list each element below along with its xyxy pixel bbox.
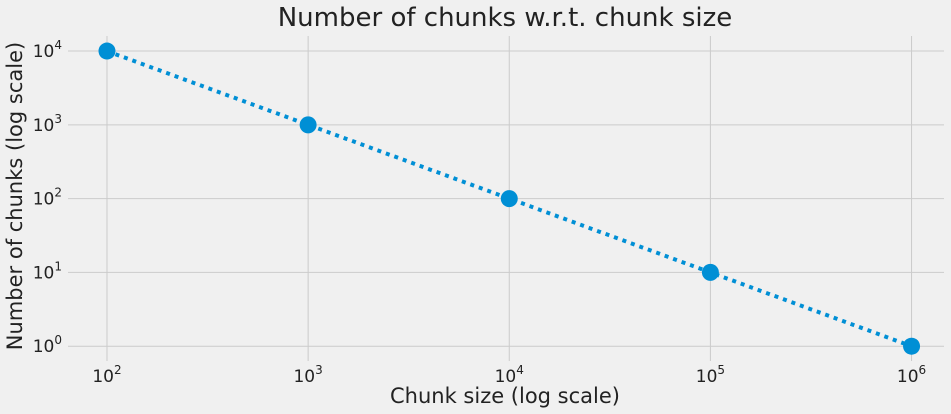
y-tick-base: 10 (33, 116, 55, 136)
x-tick-exponent: 2 (114, 363, 122, 377)
x-tick-base: 10 (92, 367, 114, 387)
x-tick-base: 10 (696, 367, 718, 387)
series-points-group (98, 42, 921, 355)
y-tick-exponent: 1 (54, 259, 62, 273)
x-tick-label: 103 (293, 363, 322, 387)
x-tick-base: 10 (897, 367, 919, 387)
y-tick-exponent: 2 (54, 186, 62, 200)
y-tick-base: 10 (33, 337, 55, 357)
x-tick-base: 10 (293, 367, 315, 387)
data-point (701, 263, 719, 281)
y-tick-label: 104 (33, 38, 62, 62)
x-tick-base: 10 (495, 367, 517, 387)
x-tick-exponent: 4 (516, 363, 524, 377)
x-tick-exponent: 6 (919, 363, 927, 377)
y-tick-label: 100 (33, 333, 62, 357)
x-axis-label: Chunk size (log scale) (390, 384, 620, 408)
y-tick-base: 10 (33, 42, 55, 62)
x-tick-label: 104 (495, 363, 524, 387)
series-line-group (106, 49, 913, 349)
y-tick-label: 101 (33, 259, 62, 283)
y-tick-exponent: 4 (54, 38, 62, 52)
x-tick-label: 105 (696, 363, 725, 387)
y-tick-base: 10 (33, 190, 55, 210)
data-point (98, 42, 116, 60)
data-point (903, 337, 921, 355)
y-tick-exponent: 3 (54, 112, 62, 126)
x-tick-label: 102 (92, 363, 121, 387)
series-line (106, 49, 913, 349)
y-axis-label: Number of chunks (log scale) (3, 42, 27, 350)
y-tick-exponent: 0 (54, 333, 62, 347)
data-point (500, 190, 518, 208)
x-tick-exponent: 3 (315, 363, 323, 377)
chart-title: Number of chunks w.r.t. chunk size (278, 3, 733, 33)
y-tick-label: 103 (33, 112, 62, 136)
y-tick-label: 102 (33, 186, 62, 210)
data-point (299, 116, 317, 134)
x-tick-exponent: 5 (717, 363, 725, 377)
y-tick-base: 10 (33, 263, 55, 283)
x-tick-label: 106 (897, 363, 926, 387)
x-tick-labels: 102 103 104 105 106 (92, 363, 926, 387)
